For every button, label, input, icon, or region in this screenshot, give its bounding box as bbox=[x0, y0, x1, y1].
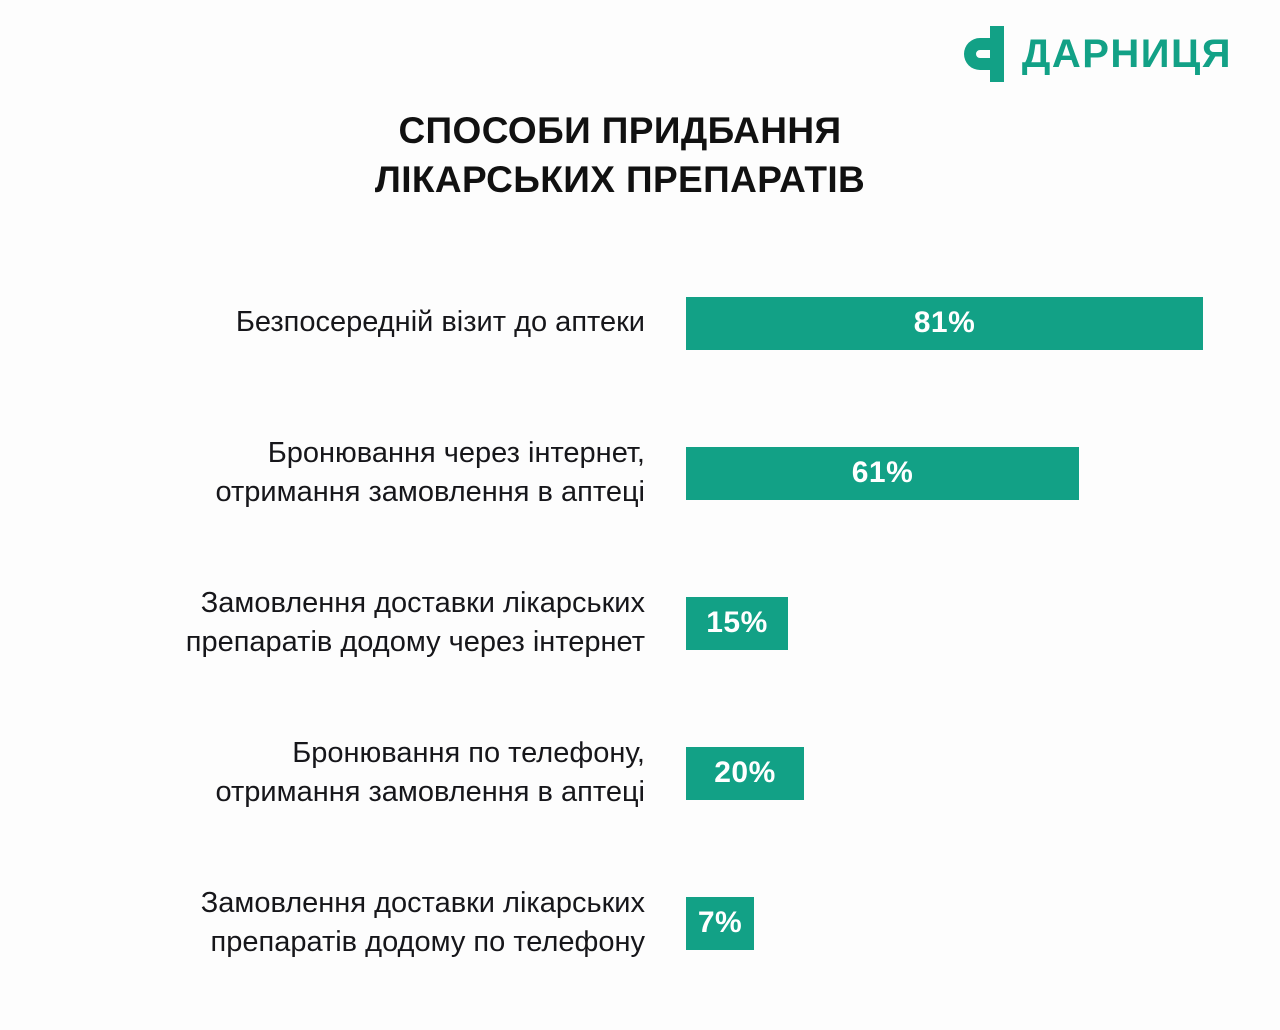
bar-row: Бронювання по телефону, отримання замовл… bbox=[0, 698, 1280, 848]
brand-logo: ДАРНИЦЯ bbox=[952, 24, 1232, 84]
bar-track: 20% bbox=[645, 746, 1280, 800]
bar-segment: 81% bbox=[686, 296, 1203, 350]
bar-segment: 61% bbox=[686, 446, 1079, 500]
bar-segment: 20% bbox=[686, 746, 804, 800]
darnitsa-d-mark-icon bbox=[963, 26, 1004, 82]
bar-category-label: Безпосередній візит до аптеки bbox=[235, 306, 645, 339]
bar-row: Замовлення доставки лікарських препараті… bbox=[0, 848, 1280, 998]
bar-track: 61% bbox=[645, 446, 1280, 500]
bar-category-label: Бронювання через інтернет, отримання зам… bbox=[215, 436, 645, 508]
bar-value-label: 61% bbox=[851, 456, 914, 489]
bar-category-label: Замовлення доставки лікарських препараті… bbox=[185, 586, 645, 658]
bar-segment: 7% bbox=[686, 896, 754, 950]
bar-category-label: Бронювання по телефону, отримання замовл… bbox=[215, 736, 645, 808]
bar-row: Бронювання через інтернет, отримання зам… bbox=[0, 398, 1280, 548]
brand-wordmark: ДАРНИЦЯ bbox=[1021, 32, 1232, 76]
bar-category-label: Замовлення доставки лікарських препараті… bbox=[200, 886, 645, 958]
bar-track: 81% bbox=[645, 296, 1280, 350]
bar-value-label: 20% bbox=[714, 756, 776, 789]
bar-row: Безпосередній візит до аптеки 81% bbox=[0, 248, 1280, 398]
bar-segment: 15% bbox=[686, 596, 788, 650]
bar-track: 15% bbox=[645, 596, 1280, 650]
bar-value-label: 7% bbox=[697, 906, 743, 939]
bar-chart: Безпосередній візит до аптеки 81% Бронюв… bbox=[0, 248, 1280, 998]
page-title: СПОСОБИ ПРИДБАННЯ ЛІКАРСЬКИХ ПРЕПАРАТІВ bbox=[374, 110, 866, 201]
bar-track: 7% bbox=[645, 896, 1280, 950]
bar-value-label: 81% bbox=[913, 306, 976, 339]
bar-value-label: 15% bbox=[706, 606, 768, 639]
bar-row: Замовлення доставки лікарських препараті… bbox=[0, 548, 1280, 698]
